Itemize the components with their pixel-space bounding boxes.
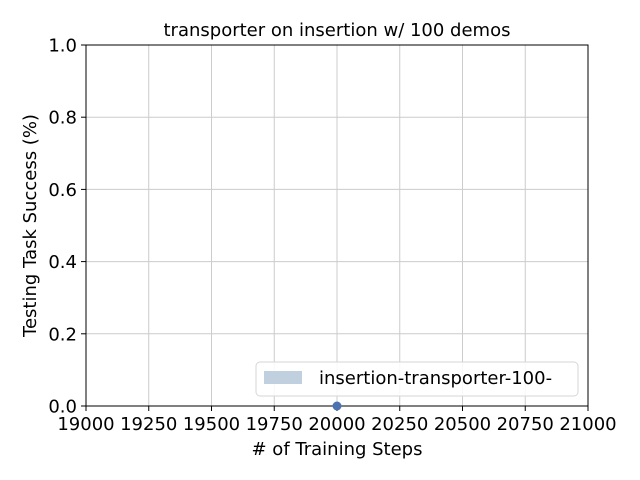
x-tick-label: 21000 bbox=[559, 414, 616, 435]
y-tick-label: 0.0 bbox=[48, 397, 77, 418]
grid bbox=[85, 44, 589, 407]
ticks: 19000 19250 19500 19750 20000 20250 20500 20750… bbox=[48, 36, 616, 436]
legend-label: insertion-transporter-100- bbox=[319, 368, 552, 389]
chart-title: transporter on insertion w/ 100 demos bbox=[164, 20, 511, 41]
legend: insertion-transporter-100- bbox=[255, 361, 579, 397]
y-tick-label: 1.0 bbox=[48, 36, 77, 57]
x-axis-label: # of Training Steps bbox=[252, 439, 423, 460]
y-tick-label: 0.6 bbox=[48, 180, 77, 201]
legend-swatch bbox=[264, 371, 302, 384]
y-tick-label: 0.2 bbox=[48, 324, 77, 345]
data-point bbox=[332, 401, 342, 411]
x-tick-label: 20750 bbox=[497, 414, 554, 435]
x-tick-label: 20250 bbox=[371, 414, 428, 435]
x-tick-label: 19250 bbox=[120, 414, 177, 435]
y-tick-label: 0.8 bbox=[48, 108, 77, 129]
y-axis-label: Testing Task Success (%) bbox=[20, 114, 41, 338]
x-tick-label: 19500 bbox=[183, 414, 240, 435]
x-tick-label: 19750 bbox=[246, 414, 303, 435]
x-tick-label: 20000 bbox=[308, 414, 365, 435]
x-tick-label: 19000 bbox=[57, 414, 114, 435]
legend-frame bbox=[255, 361, 579, 397]
series-marks bbox=[332, 401, 342, 411]
y-tick-label: 0.4 bbox=[48, 252, 77, 273]
x-tick-label: 20500 bbox=[434, 414, 491, 435]
